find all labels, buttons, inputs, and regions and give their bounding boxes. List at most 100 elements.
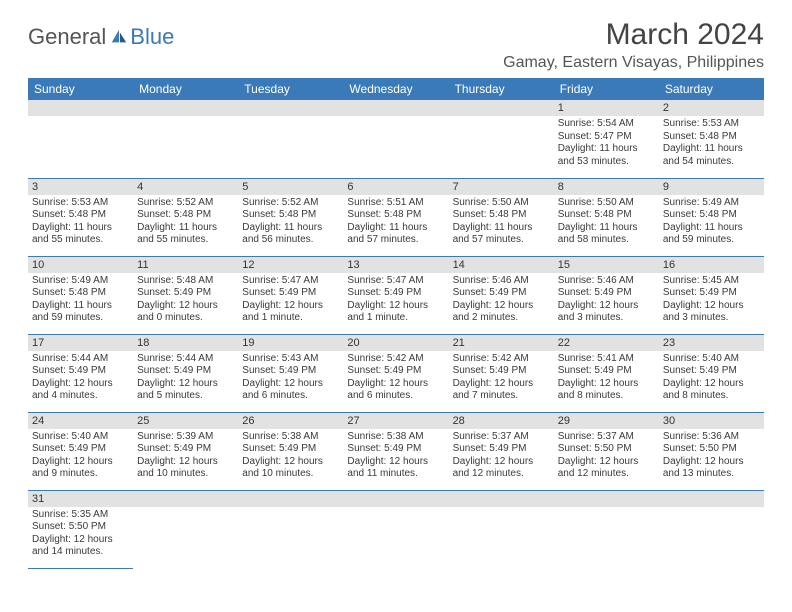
- calendar-cell: [133, 490, 238, 568]
- calendar-header-row: SundayMondayTuesdayWednesdayThursdayFrid…: [28, 78, 764, 100]
- day-details: Sunrise: 5:44 AMSunset: 5:49 PMDaylight:…: [28, 351, 133, 405]
- calendar-cell: [133, 100, 238, 178]
- calendar-cell: 19Sunrise: 5:43 AMSunset: 5:49 PMDayligh…: [238, 334, 343, 412]
- calendar-cell: 29Sunrise: 5:37 AMSunset: 5:50 PMDayligh…: [554, 412, 659, 490]
- calendar-week-row: 24Sunrise: 5:40 AMSunset: 5:49 PMDayligh…: [28, 412, 764, 490]
- day-details: Sunrise: 5:42 AMSunset: 5:49 PMDaylight:…: [449, 351, 554, 405]
- daylight-line: Daylight: 12 hours and 7 minutes.: [453, 378, 550, 403]
- header: General Blue March 2024 Gamay, Eastern V…: [28, 18, 764, 72]
- sunset-line: Sunset: 5:49 PM: [242, 365, 339, 378]
- calendar-cell: [659, 490, 764, 568]
- calendar-cell: 26Sunrise: 5:38 AMSunset: 5:49 PMDayligh…: [238, 412, 343, 490]
- day-details: Sunrise: 5:40 AMSunset: 5:49 PMDaylight:…: [28, 429, 133, 483]
- daylight-line: Daylight: 12 hours and 12 minutes.: [453, 456, 550, 481]
- sunset-line: Sunset: 5:49 PM: [32, 443, 129, 456]
- sunrise-line: Sunrise: 5:51 AM: [347, 197, 444, 210]
- calendar-cell: 28Sunrise: 5:37 AMSunset: 5:49 PMDayligh…: [449, 412, 554, 490]
- sunrise-line: Sunrise: 5:54 AM: [558, 118, 655, 131]
- day-details: Sunrise: 5:52 AMSunset: 5:48 PMDaylight:…: [133, 195, 238, 249]
- sunset-line: Sunset: 5:50 PM: [663, 443, 760, 456]
- daylight-line: Daylight: 11 hours and 57 minutes.: [453, 222, 550, 247]
- calendar-week-row: 17Sunrise: 5:44 AMSunset: 5:49 PMDayligh…: [28, 334, 764, 412]
- day-number: 21: [449, 335, 554, 351]
- calendar-cell: 18Sunrise: 5:44 AMSunset: 5:49 PMDayligh…: [133, 334, 238, 412]
- logo-text-general: General: [28, 24, 106, 50]
- day-number: [238, 491, 343, 507]
- calendar-cell: 31Sunrise: 5:35 AMSunset: 5:50 PMDayligh…: [28, 490, 133, 568]
- calendar-cell: 11Sunrise: 5:48 AMSunset: 5:49 PMDayligh…: [133, 256, 238, 334]
- day-number: 8: [554, 179, 659, 195]
- day-details: Sunrise: 5:39 AMSunset: 5:49 PMDaylight:…: [133, 429, 238, 483]
- calendar-cell: 25Sunrise: 5:39 AMSunset: 5:49 PMDayligh…: [133, 412, 238, 490]
- sunset-line: Sunset: 5:49 PM: [137, 443, 234, 456]
- daylight-line: Daylight: 11 hours and 58 minutes.: [558, 222, 655, 247]
- sunset-line: Sunset: 5:49 PM: [137, 365, 234, 378]
- day-number: 28: [449, 413, 554, 429]
- calendar-cell: 21Sunrise: 5:42 AMSunset: 5:49 PMDayligh…: [449, 334, 554, 412]
- day-number: 14: [449, 257, 554, 273]
- sunset-line: Sunset: 5:49 PM: [137, 287, 234, 300]
- daylight-line: Daylight: 12 hours and 8 minutes.: [663, 378, 760, 403]
- logo: General Blue: [28, 24, 174, 50]
- daylight-line: Daylight: 12 hours and 1 minute.: [242, 300, 339, 325]
- day-number: [343, 491, 448, 507]
- daylight-line: Daylight: 12 hours and 3 minutes.: [663, 300, 760, 325]
- daylight-line: Daylight: 12 hours and 11 minutes.: [347, 456, 444, 481]
- day-details: Sunrise: 5:47 AMSunset: 5:49 PMDaylight:…: [238, 273, 343, 327]
- day-number: 16: [659, 257, 764, 273]
- weekday-header: Sunday: [28, 78, 133, 100]
- daylight-line: Daylight: 11 hours and 55 minutes.: [137, 222, 234, 247]
- sunset-line: Sunset: 5:48 PM: [558, 209, 655, 222]
- calendar-cell: [449, 490, 554, 568]
- sunrise-line: Sunrise: 5:47 AM: [242, 275, 339, 288]
- daylight-line: Daylight: 12 hours and 10 minutes.: [242, 456, 339, 481]
- calendar-week-row: 1Sunrise: 5:54 AMSunset: 5:47 PMDaylight…: [28, 100, 764, 178]
- logo-text-blue: Blue: [130, 24, 174, 50]
- day-number: 4: [133, 179, 238, 195]
- day-details: Sunrise: 5:54 AMSunset: 5:47 PMDaylight:…: [554, 116, 659, 170]
- sunset-line: Sunset: 5:49 PM: [347, 287, 444, 300]
- day-details: Sunrise: 5:50 AMSunset: 5:48 PMDaylight:…: [449, 195, 554, 249]
- title-block: March 2024 Gamay, Eastern Visayas, Phili…: [503, 18, 764, 72]
- sunset-line: Sunset: 5:50 PM: [32, 521, 129, 534]
- day-number: 19: [238, 335, 343, 351]
- calendar-cell: 15Sunrise: 5:46 AMSunset: 5:49 PMDayligh…: [554, 256, 659, 334]
- sunrise-line: Sunrise: 5:36 AM: [663, 431, 760, 444]
- day-details: Sunrise: 5:44 AMSunset: 5:49 PMDaylight:…: [133, 351, 238, 405]
- day-number: 10: [28, 257, 133, 273]
- sunrise-line: Sunrise: 5:47 AM: [347, 275, 444, 288]
- daylight-line: Daylight: 12 hours and 6 minutes.: [242, 378, 339, 403]
- sunset-line: Sunset: 5:49 PM: [32, 365, 129, 378]
- sunrise-line: Sunrise: 5:35 AM: [32, 509, 129, 522]
- calendar-cell: 6Sunrise: 5:51 AMSunset: 5:48 PMDaylight…: [343, 178, 448, 256]
- sunset-line: Sunset: 5:49 PM: [347, 365, 444, 378]
- calendar-cell: 4Sunrise: 5:52 AMSunset: 5:48 PMDaylight…: [133, 178, 238, 256]
- day-number: 20: [343, 335, 448, 351]
- day-number: 24: [28, 413, 133, 429]
- day-details: Sunrise: 5:52 AMSunset: 5:48 PMDaylight:…: [238, 195, 343, 249]
- day-number: 1: [554, 100, 659, 116]
- day-number: [449, 491, 554, 507]
- daylight-line: Daylight: 12 hours and 14 minutes.: [32, 534, 129, 559]
- day-number: 5: [238, 179, 343, 195]
- sunrise-line: Sunrise: 5:44 AM: [137, 353, 234, 366]
- calendar-cell: 16Sunrise: 5:45 AMSunset: 5:49 PMDayligh…: [659, 256, 764, 334]
- sunset-line: Sunset: 5:49 PM: [558, 287, 655, 300]
- calendar-cell: 14Sunrise: 5:46 AMSunset: 5:49 PMDayligh…: [449, 256, 554, 334]
- weekday-header: Monday: [133, 78, 238, 100]
- calendar-cell: 2Sunrise: 5:53 AMSunset: 5:48 PMDaylight…: [659, 100, 764, 178]
- sunset-line: Sunset: 5:49 PM: [663, 365, 760, 378]
- sunset-line: Sunset: 5:48 PM: [347, 209, 444, 222]
- day-details: Sunrise: 5:46 AMSunset: 5:49 PMDaylight:…: [449, 273, 554, 327]
- calendar-cell: 22Sunrise: 5:41 AMSunset: 5:49 PMDayligh…: [554, 334, 659, 412]
- calendar-cell: 20Sunrise: 5:42 AMSunset: 5:49 PMDayligh…: [343, 334, 448, 412]
- day-number: [449, 100, 554, 116]
- sunrise-line: Sunrise: 5:39 AM: [137, 431, 234, 444]
- calendar-cell: [343, 490, 448, 568]
- sunrise-line: Sunrise: 5:42 AM: [347, 353, 444, 366]
- day-number: [554, 491, 659, 507]
- day-number: 2: [659, 100, 764, 116]
- sunset-line: Sunset: 5:49 PM: [242, 287, 339, 300]
- daylight-line: Daylight: 12 hours and 0 minutes.: [137, 300, 234, 325]
- sunrise-line: Sunrise: 5:37 AM: [453, 431, 550, 444]
